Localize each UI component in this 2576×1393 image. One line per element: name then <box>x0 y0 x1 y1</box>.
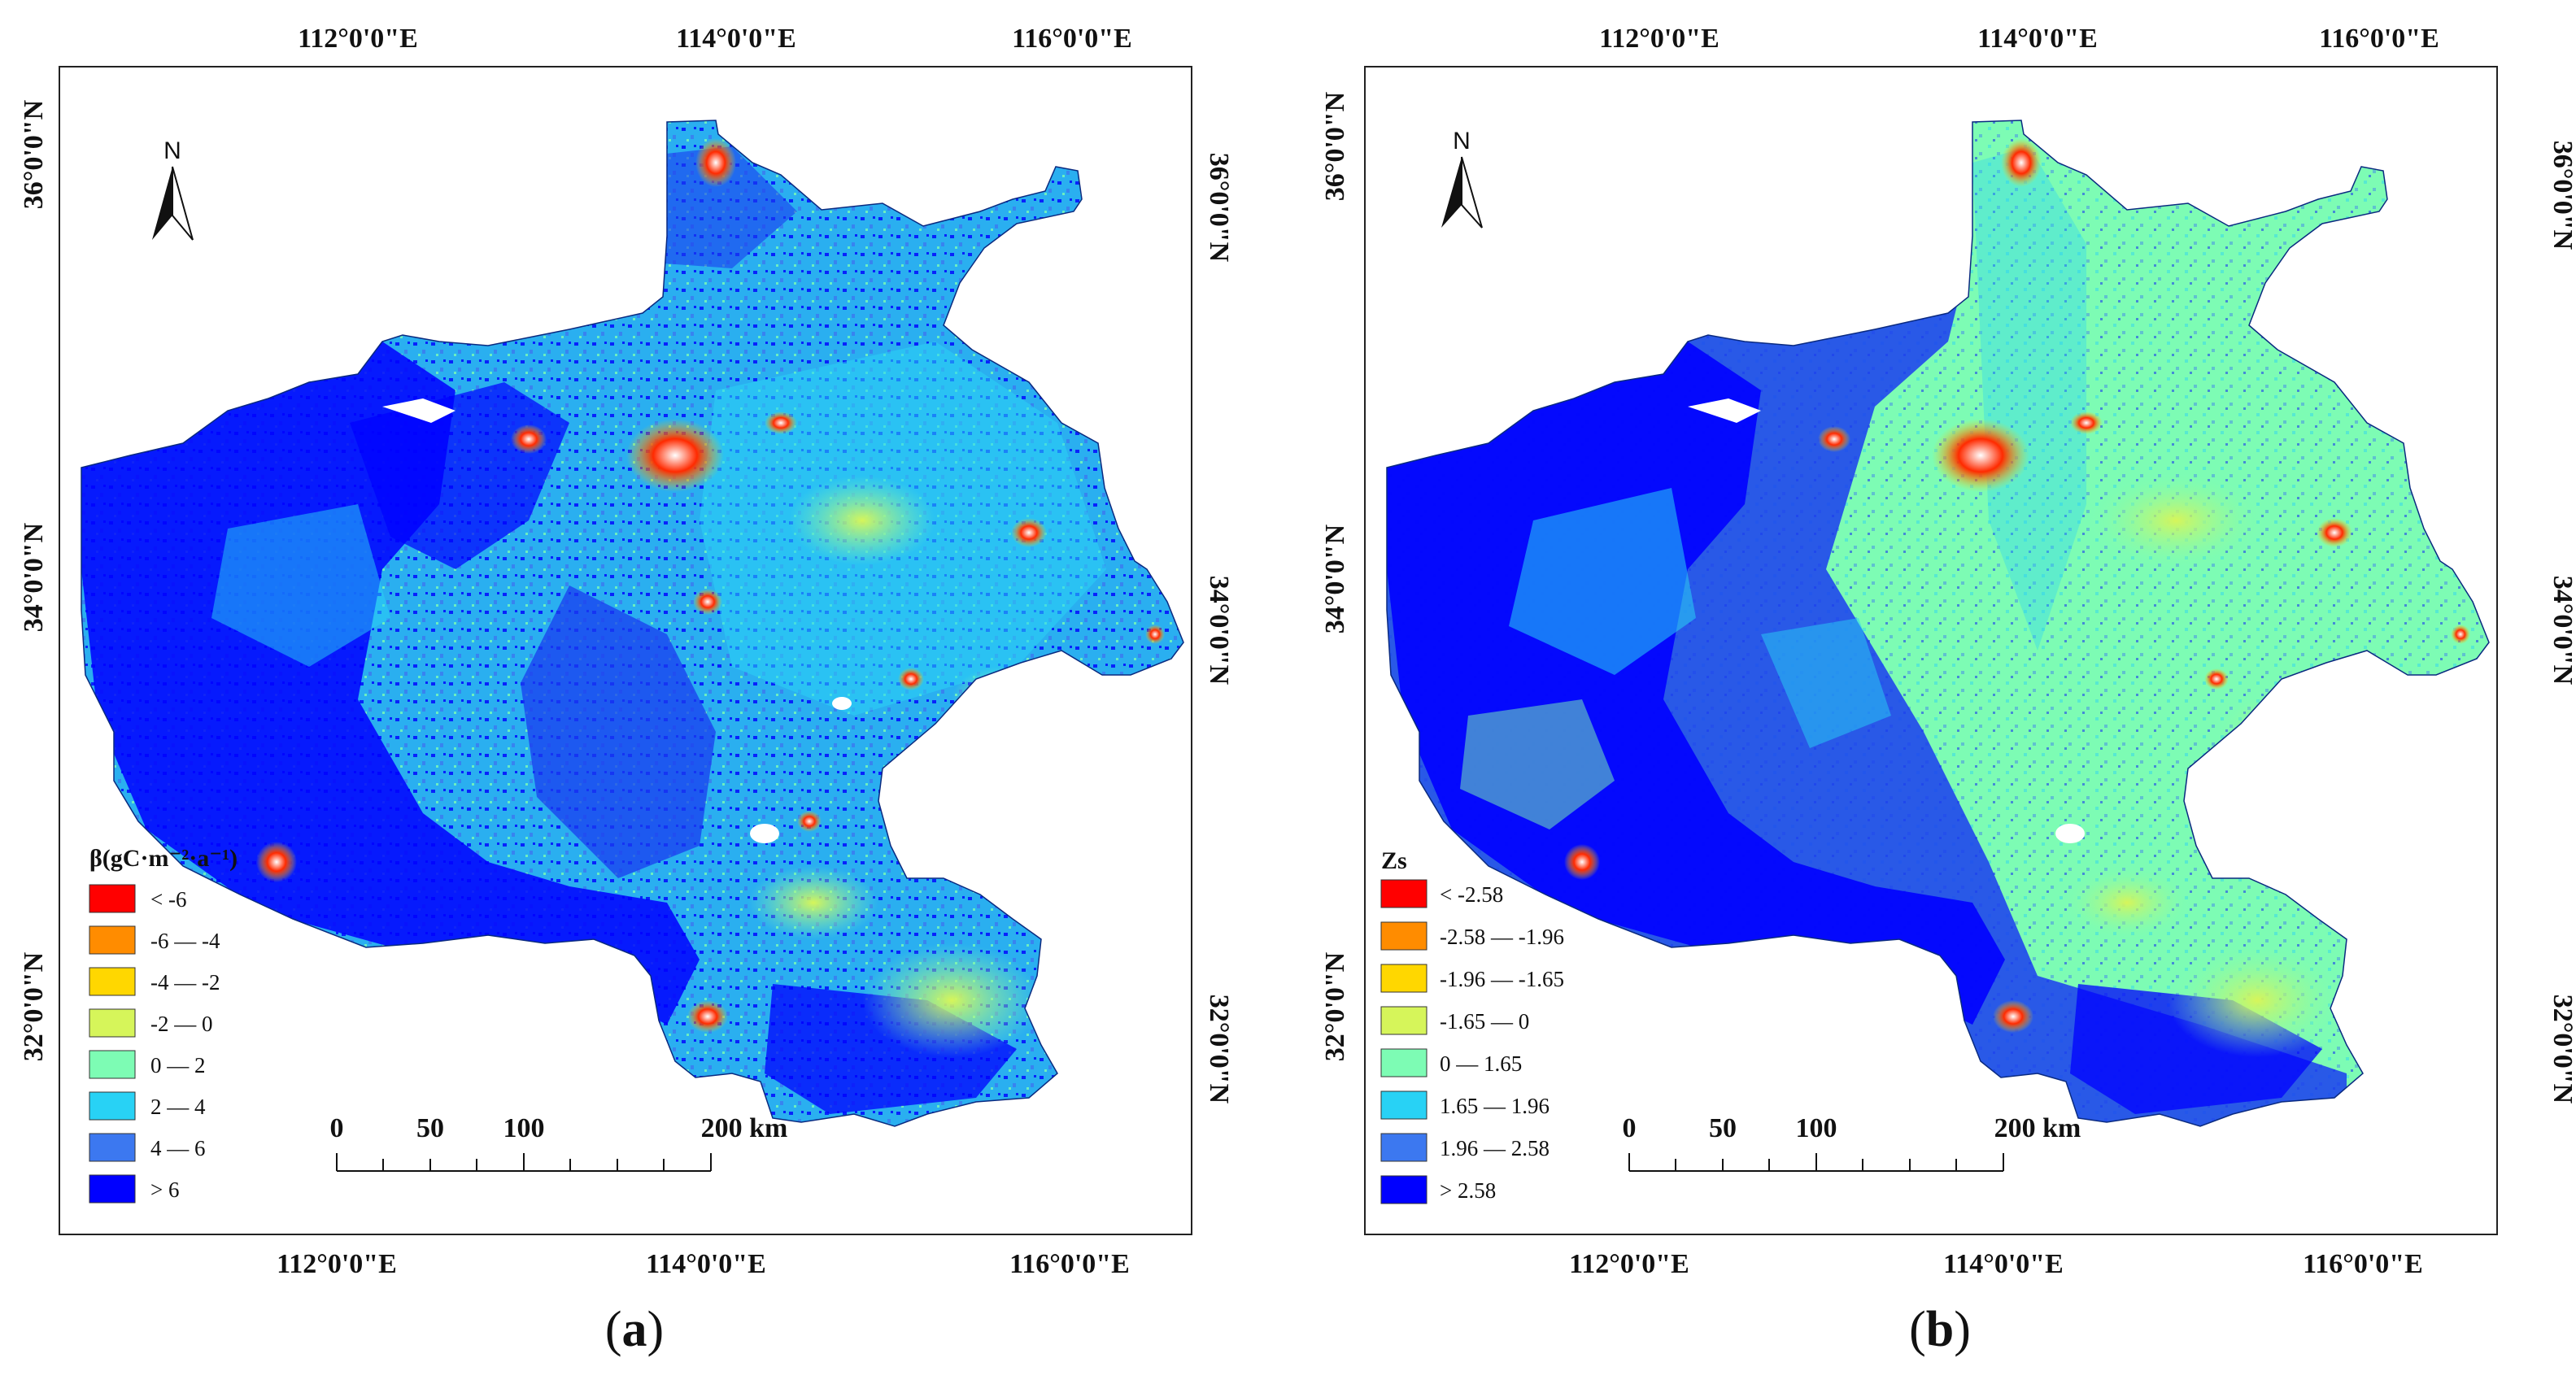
legend-label: -6 — -4 <box>150 929 220 953</box>
north-arrow-icon: N <box>152 137 194 241</box>
left-lat-label: 34°0'0"N <box>1320 524 1350 633</box>
scale-label: 100 <box>1796 1113 1837 1143</box>
legend-swatch <box>1380 921 1427 951</box>
panel-caption-b: (b) <box>1909 1302 1971 1357</box>
legend-b: Zs < -2.58 -2.58 — -1.96 -1.96 — -1.65 -… <box>1380 847 1564 1204</box>
scale-bar-a: 0 50 100 200 km <box>330 1113 788 1172</box>
top-lon-label: 114°0'0"E <box>1977 24 2098 54</box>
scale-bar-b: 0 50 100 200 km <box>1623 1113 2081 1172</box>
bottom-lon-label: 116°0'0"E <box>2303 1249 2423 1279</box>
legend-a: β(gC·m⁻²·a⁻¹) < -6 -6 — -4 -4 — -2 -2 — … <box>89 845 238 1204</box>
top-lon-label: 114°0'0"E <box>676 24 796 54</box>
legend-label: < -6 <box>150 887 186 912</box>
legend-swatch <box>1380 1133 1427 1162</box>
right-lat-label: 32°0'0"N <box>2548 995 2574 1104</box>
legend-label: 0 — 1.65 <box>1440 1051 1522 1076</box>
legend-label: < -2.58 <box>1440 882 1503 907</box>
panel-letter: b <box>1925 1302 1955 1357</box>
right-lat-label: 36°0'0"N <box>2548 141 2574 250</box>
scale-label: 200 km <box>701 1113 788 1143</box>
left-lat-label: 36°0'0"N <box>19 99 49 209</box>
bottom-lon-label: 112°0'0"E <box>1569 1249 1689 1279</box>
legend-swatch <box>1380 1048 1427 1077</box>
raster-map-b <box>1387 120 2489 1126</box>
legend-label: -4 — -2 <box>150 970 220 995</box>
scale-label: 0 <box>1623 1113 1637 1143</box>
legend-label: 4 — 6 <box>150 1136 206 1160</box>
map-panel-a: 112°0'0"E 114°0'0"E 116°0'0"E 112°0'0"E … <box>0 0 1269 1393</box>
top-lon-label: 116°0'0"E <box>2319 24 2439 54</box>
legend-label: 1.96 — 2.58 <box>1440 1136 1550 1160</box>
right-lat-label: 34°0'0"N <box>2548 576 2574 686</box>
legend-label: -1.96 — -1.65 <box>1440 967 1564 991</box>
right-lat-label: 32°0'0"N <box>1204 995 1234 1104</box>
scale-label: 200 km <box>1994 1113 2081 1143</box>
legend-swatch <box>89 1091 136 1121</box>
legend-label: -1.65 — 0 <box>1440 1009 1529 1034</box>
top-lon-label: 112°0'0"E <box>298 24 418 54</box>
legend-swatch <box>89 1174 136 1204</box>
legend-swatch <box>1380 964 1427 993</box>
legend-label: > 2.58 <box>1440 1178 1496 1203</box>
legend-label: 0 — 2 <box>150 1053 206 1077</box>
left-lat-label: 36°0'0"N <box>1320 91 1350 201</box>
legend-swatch <box>89 967 136 996</box>
legend-label: > 6 <box>150 1178 179 1202</box>
scale-label: 50 <box>1709 1113 1737 1143</box>
map-figure-b: 112°0'0"E 114°0'0"E 116°0'0"E 112°0'0"E … <box>1320 24 2574 1279</box>
bottom-lon-label: 112°0'0"E <box>277 1249 397 1279</box>
scale-label: 50 <box>416 1113 444 1143</box>
map-figure-a: 112°0'0"E 114°0'0"E 116°0'0"E 112°0'0"E … <box>19 24 1234 1279</box>
panel-caption-a: (a) <box>604 1302 665 1357</box>
legend-title: Zs <box>1381 847 1407 874</box>
legend-label: 2 — 4 <box>150 1095 206 1119</box>
top-lon-label: 112°0'0"E <box>1599 24 1720 54</box>
top-lon-label: 116°0'0"E <box>1012 24 1132 54</box>
right-lat-label: 36°0'0"N <box>1204 153 1234 263</box>
panel-letter: a <box>621 1302 647 1357</box>
left-lat-label: 34°0'0"N <box>19 522 49 632</box>
bottom-lon-label: 114°0'0"E <box>1943 1249 2064 1279</box>
legend-label: 1.65 — 1.96 <box>1440 1094 1550 1118</box>
left-lat-label: 32°0'0"N <box>19 951 49 1061</box>
north-label: N <box>1453 128 1471 155</box>
scale-label: 0 <box>330 1113 344 1143</box>
legend-label: -2 — 0 <box>150 1012 213 1036</box>
raster-map-a <box>81 120 1183 1126</box>
north-label: N <box>163 137 181 164</box>
legend-swatch <box>89 1050 136 1079</box>
legend-title: β(gC·m⁻²·a⁻¹) <box>89 845 238 872</box>
legend-swatch <box>1380 1006 1427 1035</box>
north-arrow-icon: N <box>1441 128 1483 229</box>
left-lat-label: 32°0'0"N <box>1320 951 1350 1061</box>
map-panel-b: 112°0'0"E 114°0'0"E 116°0'0"E 112°0'0"E … <box>1305 0 2574 1393</box>
right-lat-label: 34°0'0"N <box>1204 576 1234 686</box>
province-outline-a <box>81 120 1184 1127</box>
province-outline-b <box>1386 120 2490 1127</box>
legend-swatch <box>1380 879 1427 908</box>
legend-swatch <box>89 925 136 955</box>
bottom-lon-label: 114°0'0"E <box>646 1249 766 1279</box>
legend-swatch <box>89 1008 136 1038</box>
scale-label: 100 <box>503 1113 545 1143</box>
legend-swatch <box>1380 1175 1427 1204</box>
legend-swatch <box>89 1133 136 1162</box>
bottom-lon-label: 116°0'0"E <box>1009 1249 1130 1279</box>
legend-swatch <box>1380 1090 1427 1120</box>
legend-swatch <box>89 884 136 913</box>
legend-label: -2.58 — -1.96 <box>1440 925 1564 949</box>
